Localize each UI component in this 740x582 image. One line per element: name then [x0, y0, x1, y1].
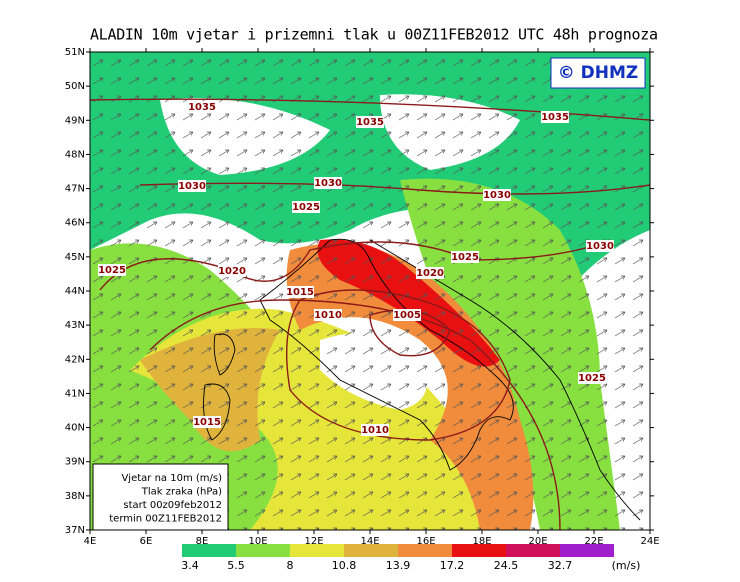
isobar-label-box — [292, 201, 320, 213]
isobar-label: 1015 — [286, 287, 314, 298]
lat-tick-label: 46N — [65, 218, 85, 229]
isobar-label: 1030 — [586, 241, 614, 252]
axis-ticks: 51N 50N 49N 48N 47N 46N 45N 44N 43N 42N 41N 40N 39N 3… — [65, 47, 660, 547]
colorbar-swatch — [560, 544, 614, 557]
isobar-label-box — [314, 309, 342, 321]
legend-line: termin 00Z11FEB2012 — [109, 514, 222, 525]
colorbar-label: 10.8 — [332, 559, 357, 572]
lat-tick-label: 44N — [65, 286, 85, 297]
logo-box — [550, 57, 646, 89]
lat-tick-label: 47N — [65, 184, 85, 195]
isobar-label: 1030 — [314, 178, 342, 189]
isobar-label: 1010 — [361, 425, 389, 436]
isobar-label: 1015 — [193, 417, 221, 428]
isobar-label-box — [98, 264, 126, 276]
lat-tick-label: 42N — [65, 354, 85, 365]
lon-tick-label: 12E — [304, 536, 323, 547]
lat-tick-label: 49N — [65, 115, 85, 126]
legend-line: Tlak zraka (hPa) — [141, 487, 222, 498]
colorbar-swatch — [344, 544, 398, 557]
colorbar-label: 13.9 — [386, 559, 411, 572]
isobar-label-box — [193, 416, 221, 428]
colorbar-swatch — [506, 544, 560, 557]
isobar-label-box — [483, 189, 511, 201]
colorbar-swatch — [290, 544, 344, 557]
lat-tick-label: 43N — [65, 320, 85, 331]
colorbar-label: 24.5 — [494, 559, 519, 572]
isobar — [139, 182, 650, 195]
isobar-label-box — [416, 267, 444, 279]
isobar — [286, 289, 511, 441]
isobar-label-box — [578, 372, 606, 384]
lon-tick-label: 18E — [472, 536, 491, 547]
colorbar-swatch — [236, 544, 290, 557]
isobar-label: 1005 — [393, 310, 421, 321]
legend-line: Vjetar na 10m (m/s) — [121, 473, 222, 484]
colorbar-label: 17.2 — [440, 559, 465, 572]
colorbar-swatch — [398, 544, 452, 557]
isobar-label: 1035 — [188, 102, 216, 113]
isobar — [99, 239, 611, 291]
lat-tick-label: 40N — [65, 423, 85, 434]
isobar-label-box — [314, 177, 342, 189]
isobar-label: 1020 — [416, 268, 444, 279]
isobar-label-box — [286, 286, 314, 298]
lon-tick-label: 20E — [528, 536, 547, 547]
lat-tick-label: 39N — [65, 457, 85, 468]
lon-tick-label: 4E — [84, 536, 97, 547]
lat-tick-label: 41N — [65, 388, 85, 399]
isobar-label-box — [361, 424, 389, 436]
lon-tick-label: 6E — [140, 536, 153, 547]
isobar-label: 1035 — [356, 117, 384, 128]
isobar-labels: 1035 1035 1035 1030 1030 1030 1025 1025 1030 1025… — [98, 101, 614, 436]
isobar-label-box — [451, 251, 479, 263]
colorbar-swatch — [182, 544, 236, 557]
isobar-label-box — [393, 309, 421, 321]
isobar-label-box — [586, 240, 614, 252]
isobar-label-box — [188, 101, 216, 113]
colorbar-label: 5.5 — [227, 559, 245, 572]
lon-tick-label: 8E — [196, 536, 209, 547]
lat-tick-label: 48N — [65, 149, 85, 160]
lon-tick-label: 10E — [248, 536, 267, 547]
isobar-label-box — [178, 180, 206, 192]
lat-tick-label: 51N — [65, 47, 85, 58]
isobar-label: 1010 — [314, 310, 342, 321]
colorbar-unit: (m/s) — [612, 559, 641, 572]
coastline — [213, 333, 236, 376]
coastline — [259, 238, 514, 471]
colorbar-label: 3.4 — [181, 559, 199, 572]
map-title: ALADIN 10m vjetar i prizemni tlak u 00Z1… — [90, 26, 658, 44]
legend: Vjetar na 10m (m/s) Tlak zraka (hPa) start… — [109, 473, 222, 525]
isobar-label: 1030 — [483, 190, 511, 201]
lat-tick-label: 38N — [65, 491, 85, 502]
lon-tick-label: 22E — [584, 536, 603, 547]
isobar-label: 1020 — [218, 266, 246, 277]
lon-tick-label: 16E — [416, 536, 435, 547]
isobar-label: 1025 — [98, 265, 126, 276]
isobar-label: 1025 — [451, 252, 479, 263]
isobar-label: 1030 — [178, 181, 206, 192]
lat-tick-label: 50N — [65, 81, 85, 92]
legend-box — [92, 463, 229, 531]
legend-line: start 00z09feb2012 — [123, 500, 222, 511]
coastline — [369, 239, 641, 521]
colorbar-swatch — [452, 544, 506, 557]
plot-area — [90, 52, 650, 530]
lat-tick-label: 37N — [65, 525, 85, 536]
colorbar: 3.4 5.5 8 10.8 13.9 17.2 24.5 32.7 (m/s) — [181, 544, 640, 572]
logo: © DHMZ — [558, 63, 639, 83]
lon-tick-label: 14E — [360, 536, 379, 547]
isobar-label: 1035 — [541, 112, 569, 123]
isobar-label: 1025 — [578, 373, 606, 384]
isobar-label-box — [541, 111, 569, 123]
isobar-label-box — [356, 116, 384, 128]
lon-tick-label: 24E — [640, 536, 659, 547]
colorbar-label: 8 — [287, 559, 294, 572]
isobar-label-box — [218, 265, 246, 277]
lat-tick-label: 45N — [65, 252, 85, 263]
isobar-label: 1025 — [292, 202, 320, 213]
colorbar-label: 32.7 — [548, 559, 573, 572]
